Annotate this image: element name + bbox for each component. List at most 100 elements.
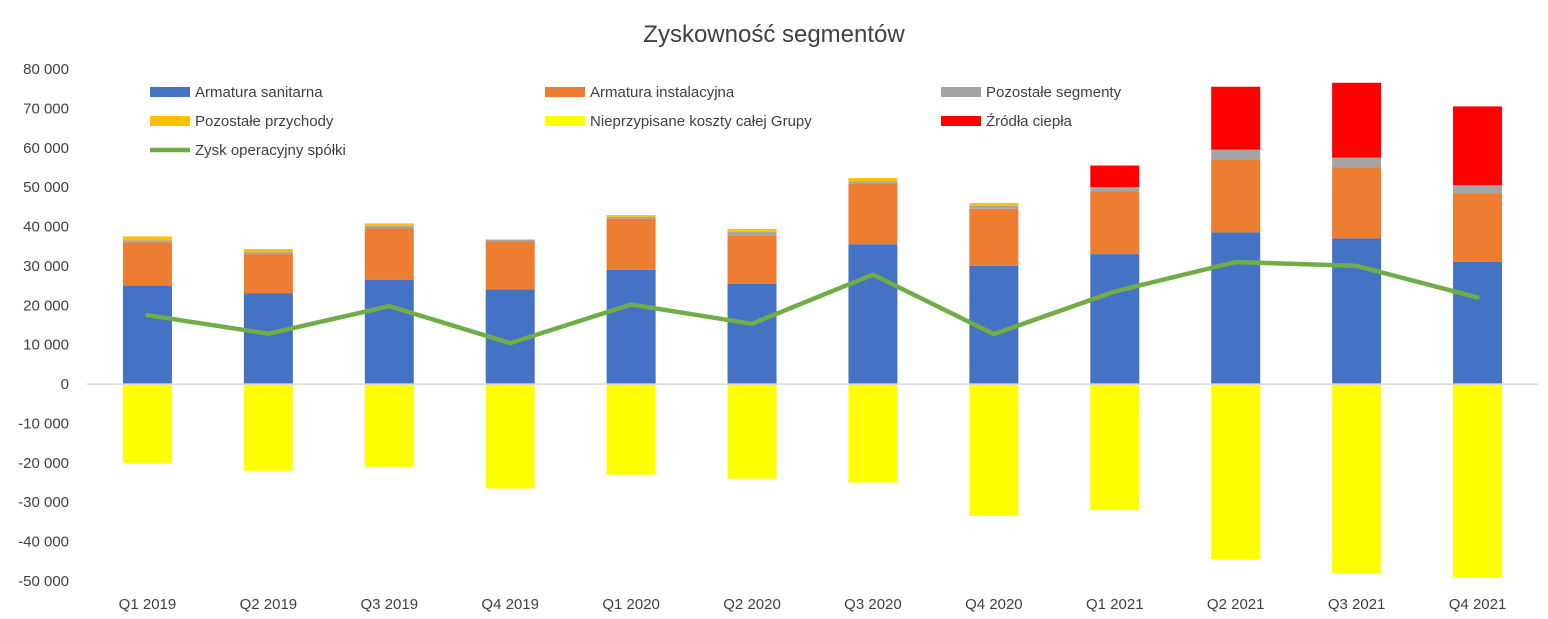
y-tick-label: 80 000 (23, 61, 69, 78)
bar-nieprzypisane-koszty-ca-ej-grupy-2 (364, 384, 414, 467)
legend-label: Armatura instalacyjna (590, 84, 735, 101)
bar-nieprzypisane-koszty-ca-ej-grupy-8 (1090, 384, 1140, 511)
bar-armatura-instalacyjna-0 (122, 242, 172, 286)
legend-label: Pozostałe przychody (195, 113, 334, 130)
legend-swatch (545, 116, 585, 126)
bar-pozosta-e-segmenty-3 (485, 239, 535, 242)
legend-label: Armatura sanitarna (195, 84, 323, 101)
bar-armatura-instalacyjna-10 (1332, 167, 1382, 239)
bar-armatura-sanitarna-6 (848, 244, 898, 385)
legend-label: Zysk operacyjny spółki (195, 142, 346, 159)
bar-armatura-sanitarna-4 (606, 269, 656, 385)
bar-armatura-instalacyjna-2 (364, 228, 414, 280)
x-tick-label: Q3 2019 (361, 596, 419, 613)
x-tick-label: Q1 2019 (119, 596, 177, 613)
bar-armatura-instalacyjna-11 (1453, 193, 1503, 262)
bar-nieprzypisane-koszty-ca-ej-grupy-0 (122, 384, 172, 463)
bar-armatura-instalacyjna-1 (243, 254, 293, 294)
line-series (145, 259, 1480, 346)
legend-swatch (150, 87, 190, 97)
bar-armatura-sanitarna-1 (243, 293, 293, 385)
y-tick-label: -30 000 (18, 494, 69, 511)
y-tick-label: 70 000 (23, 100, 69, 117)
line-zysk-operacyjny (145, 259, 1480, 346)
y-tick-label: -20 000 (18, 455, 69, 472)
bar-pozosta-e-przychody-2 (364, 223, 414, 226)
bar-nieprzypisane-koszty-ca-ej-grupy-3 (485, 384, 535, 489)
bar-armatura-instalacyjna-5 (727, 235, 777, 284)
bar-nieprzypisane-koszty-ca-ej-grupy-1 (243, 384, 293, 471)
bar-pozosta-e-segmenty-10 (1332, 157, 1382, 168)
bar-pozosta-e-przychody-1 (243, 248, 293, 253)
bar-nieprzypisane-koszty-ca-ej-grupy-11 (1453, 384, 1503, 578)
bar-pozosta-e-segmenty-11 (1453, 185, 1503, 194)
y-tick-label: 10 000 (23, 337, 69, 354)
y-tick-label: -10 000 (18, 415, 69, 432)
bar-armatura-sanitarna-5 (727, 283, 777, 385)
bar-armatura-instalacyjna-9 (1211, 159, 1261, 233)
legend-swatch (545, 87, 585, 97)
bar-armatura-sanitarna-10 (1332, 238, 1382, 385)
bar-armatura-sanitarna-2 (364, 279, 414, 385)
bar-pozosta-e-przychody-0 (122, 236, 172, 241)
x-tick-label: Q1 2021 (1086, 596, 1144, 613)
bar-armatura-instalacyjna-4 (606, 218, 656, 270)
bar--r-d-a-ciep-a-9 (1211, 86, 1261, 150)
bar-armatura-sanitarna-0 (122, 285, 172, 385)
bar-pozosta-e-segmenty-8 (1090, 187, 1140, 192)
x-tick-label: Q4 2021 (1449, 596, 1507, 613)
bar-pozosta-e-segmenty-2 (364, 225, 414, 229)
bar-pozosta-e-segmenty-1 (243, 252, 293, 255)
bar-nieprzypisane-koszty-ca-ej-grupy-9 (1211, 384, 1261, 560)
x-tick-label: Q3 2021 (1328, 596, 1386, 613)
bar-pozosta-e-przychody-6 (848, 178, 898, 182)
bar-pozosta-e-segmenty-5 (727, 232, 777, 236)
legend-swatch (941, 87, 981, 97)
y-tick-label: 60 000 (23, 140, 69, 157)
bar-pozosta-e-segmenty-9 (1211, 149, 1261, 160)
legend-swatch (941, 116, 981, 126)
chart-title: Zyskowność segmentów (643, 21, 905, 48)
bar-armatura-instalacyjna-8 (1090, 191, 1140, 255)
y-tick-label: 50 000 (23, 179, 69, 196)
bars (122, 82, 1503, 578)
bar--r-d-a-ciep-a-11 (1453, 106, 1503, 186)
y-tick-label: 30 000 (23, 258, 69, 275)
bar-nieprzypisane-koszty-ca-ej-grupy-6 (848, 384, 898, 483)
y-axis: 80 000 70 000 60 000 50 000 40 000 30 000 20 0… (18, 61, 69, 590)
bar-armatura-sanitarna-11 (1453, 261, 1503, 385)
bar-armatura-instalacyjna-6 (848, 183, 898, 245)
bar-pozosta-e-segmenty-7 (969, 205, 1019, 209)
bar-nieprzypisane-koszty-ca-ej-grupy-5 (727, 384, 777, 479)
y-tick-label: 20 000 (23, 297, 69, 314)
y-tick-label: -50 000 (18, 573, 69, 590)
legend-label: Pozostałe segmenty (986, 84, 1122, 101)
bar-nieprzypisane-koszty-ca-ej-grupy-4 (606, 384, 656, 475)
y-tick-label: 40 000 (23, 219, 69, 236)
bar-armatura-sanitarna-9 (1211, 232, 1261, 385)
legend-label: Nieprzypisane koszty całej Grupy (590, 113, 812, 130)
x-axis: Q1 2019 Q2 2019 Q3 2019 Q4 2019 Q1 2020 Q2 20… (119, 596, 1507, 613)
y-tick-label: -40 000 (18, 534, 69, 551)
legend-label: Źródła ciepła (986, 113, 1073, 130)
bar-pozosta-e-segmenty-6 (848, 181, 898, 184)
bar-armatura-instalacyjna-3 (485, 241, 535, 290)
x-tick-label: Q2 2021 (1207, 596, 1265, 613)
y-tick-label: 0 (61, 376, 69, 393)
bar-armatura-sanitarna-8 (1090, 254, 1140, 385)
bar-nieprzypisane-koszty-ca-ej-grupy-10 (1332, 384, 1382, 574)
x-tick-label: Q3 2020 (844, 596, 902, 613)
bar-pozosta-e-przychody-4 (606, 215, 656, 217)
bar--r-d-a-ciep-a-10 (1332, 82, 1382, 158)
bar-armatura-instalacyjna-7 (969, 208, 1019, 266)
x-tick-label: Q2 2019 (240, 596, 298, 613)
bar-pozosta-e-przychody-7 (969, 202, 1019, 206)
bar--r-d-a-ciep-a-8 (1090, 165, 1140, 188)
x-tick-label: Q4 2019 (481, 596, 539, 613)
bar-pozosta-e-segmenty-4 (606, 216, 656, 219)
legend-swatch (150, 116, 190, 126)
legend: Armatura sanitarna Armatura instalacyjna P… (150, 84, 1122, 159)
bar-nieprzypisane-koszty-ca-ej-grupy-7 (969, 384, 1019, 517)
x-tick-label: Q2 2020 (723, 596, 781, 613)
